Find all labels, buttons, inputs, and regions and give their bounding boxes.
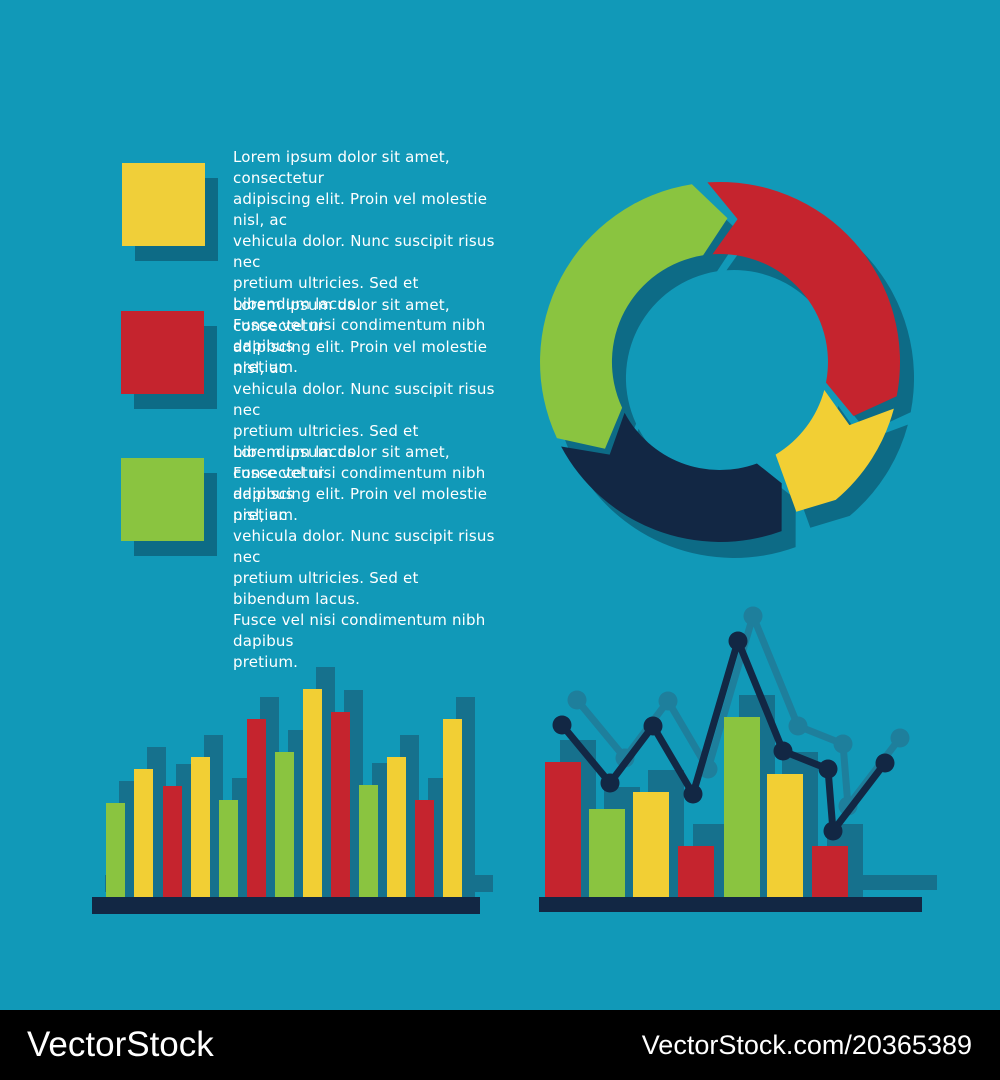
green-bar — [359, 785, 378, 897]
red-bar — [812, 846, 848, 897]
green-bar — [219, 800, 238, 897]
line-series-dot — [818, 759, 838, 779]
line-echo-dot — [788, 716, 808, 736]
red-bar — [545, 762, 581, 897]
red-bar — [678, 846, 714, 897]
yellow-square — [122, 163, 205, 246]
line-series-dot — [600, 773, 620, 793]
vectorstock-logo-text: VectorStock — [27, 1025, 214, 1064]
green-bar — [275, 752, 294, 897]
yellow-bar — [303, 689, 322, 897]
line-series-dot — [875, 753, 895, 773]
yellow-bar — [134, 769, 153, 897]
legend-square-red — [121, 311, 217, 409]
red-bar — [163, 786, 182, 897]
info-paragraph-2: Lorem ipsum dolor sit amet, consectetur … — [233, 296, 495, 524]
yellow-bar — [387, 757, 406, 897]
green-arrow-segment — [540, 184, 728, 449]
red-bar — [331, 712, 350, 897]
line-series-dot — [728, 631, 748, 651]
chart-baseline — [539, 897, 922, 912]
yellow-bar — [191, 757, 210, 897]
green-bar — [589, 809, 625, 897]
green-bar — [724, 717, 760, 897]
yellow-bar — [767, 774, 803, 897]
line-echo-dot — [743, 606, 763, 626]
cycle-diagram — [540, 181, 901, 542]
info-paragraph-3: Lorem ipsum dolor sit amet, consectetur … — [233, 443, 495, 671]
line-series-dot — [643, 716, 663, 736]
vectorstock-attribution-text: VectorStock.com/20365389 — [641, 1029, 972, 1060]
info-paragraph-1: Lorem ipsum dolor sit amet, consectetur … — [233, 148, 495, 376]
legend-square-yellow — [122, 163, 218, 261]
green-bar — [106, 803, 125, 897]
red-square — [121, 311, 204, 394]
watermark-footer: VectorStock VectorStock.com/20365389 — [0, 1010, 1000, 1080]
bar-line-chart — [539, 606, 937, 912]
yellow-arrow-segment — [775, 390, 894, 512]
line-series-dot — [552, 715, 572, 735]
line-echo-dot — [567, 690, 587, 710]
red-bar — [247, 719, 266, 897]
infographic-graphics — [92, 181, 937, 914]
bar-chart — [92, 667, 493, 914]
green-square — [121, 458, 204, 541]
yellow-bar — [443, 719, 462, 897]
red-bar — [415, 800, 434, 897]
legend-square-green — [121, 458, 217, 556]
yellow-bar — [633, 792, 669, 897]
line-series-dot — [683, 784, 703, 804]
line-series-dot — [823, 821, 843, 841]
line-echo-dot — [890, 728, 910, 748]
red-arrow-segment — [707, 181, 901, 416]
line-echo-dot — [833, 734, 853, 754]
navy-arrow-segment — [561, 412, 782, 542]
chart-baseline — [92, 897, 480, 914]
line-echo-dot — [658, 691, 678, 711]
line-series-dot — [773, 741, 793, 761]
